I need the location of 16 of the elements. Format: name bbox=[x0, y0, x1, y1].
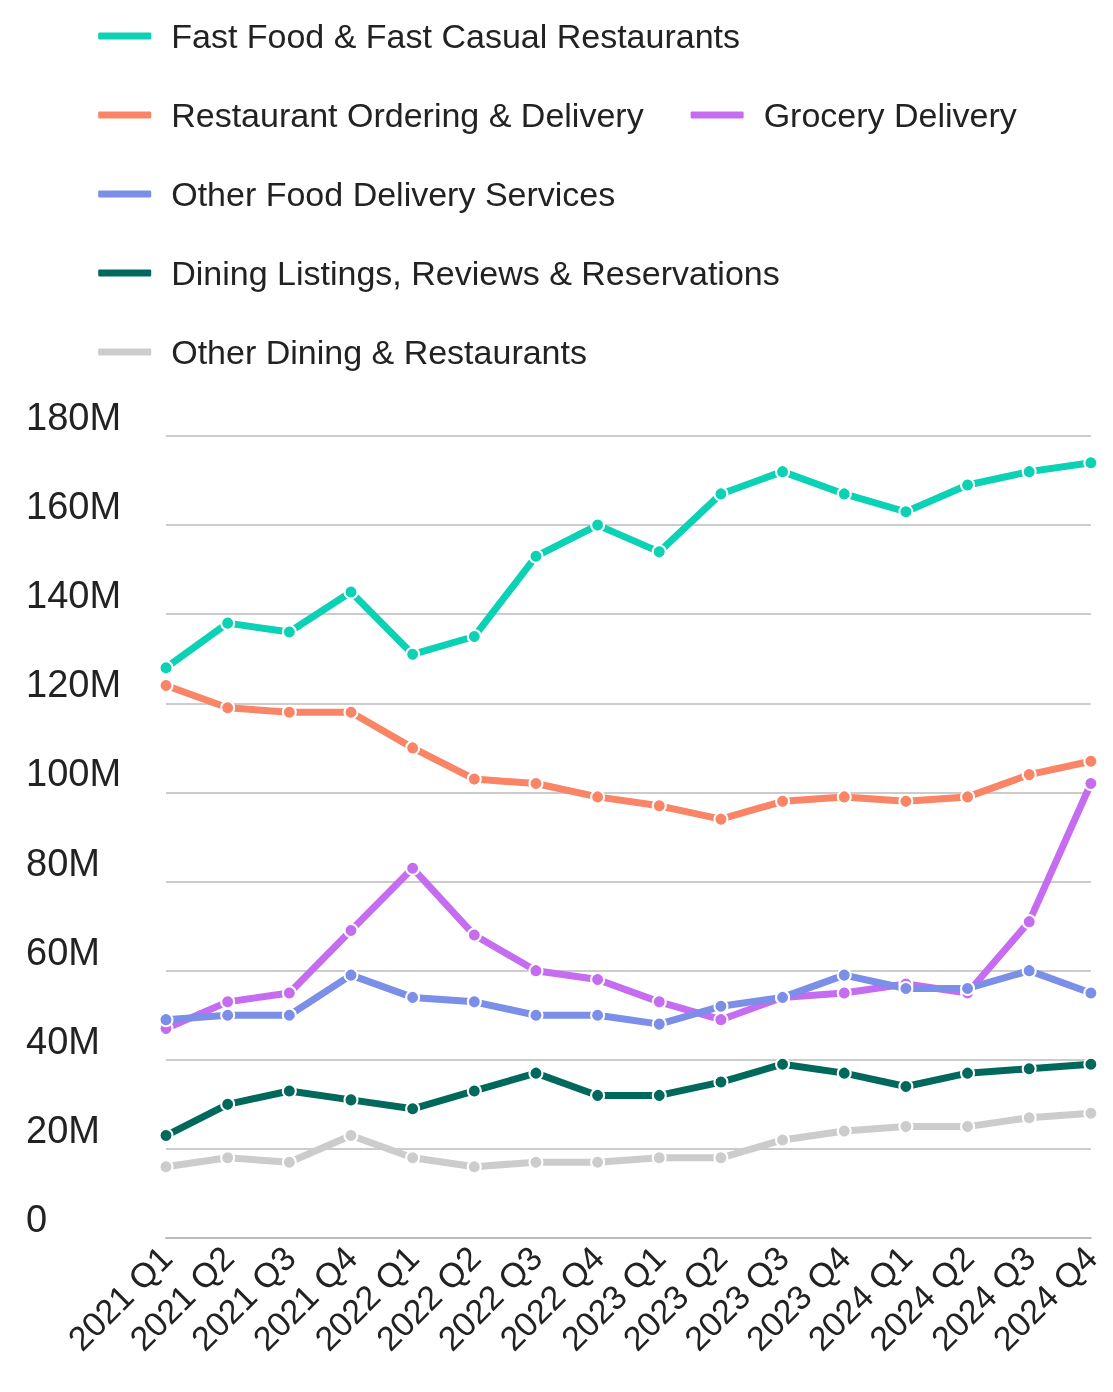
y-tick-label: 20M bbox=[26, 1108, 100, 1151]
legend-label: Other Dining & Restaurants bbox=[171, 333, 587, 371]
y-tick-label: 0 bbox=[26, 1198, 48, 1240]
y-tick-label: 160M bbox=[26, 485, 122, 528]
y-tick-label: 120M bbox=[26, 663, 122, 706]
y-tick-label: 60M bbox=[26, 930, 100, 973]
y-tick-label: 180M bbox=[26, 396, 122, 438]
y-tick-label: 140M bbox=[26, 574, 122, 617]
y-tick-label: 80M bbox=[26, 841, 100, 884]
y-tick-label: 100M bbox=[26, 752, 122, 795]
y-tick-label: 40M bbox=[26, 1019, 100, 1062]
legend-label: Restaurant Ordering & Delivery bbox=[171, 96, 644, 134]
legend-label: Grocery Delivery bbox=[763, 96, 1017, 134]
legend-label: Fast Food & Fast Casual Restaurants bbox=[171, 17, 741, 55]
legend-label: Other Food Delivery Services bbox=[171, 175, 616, 213]
legend-label: Dining Listings, Reviews & Reservations bbox=[171, 254, 780, 292]
